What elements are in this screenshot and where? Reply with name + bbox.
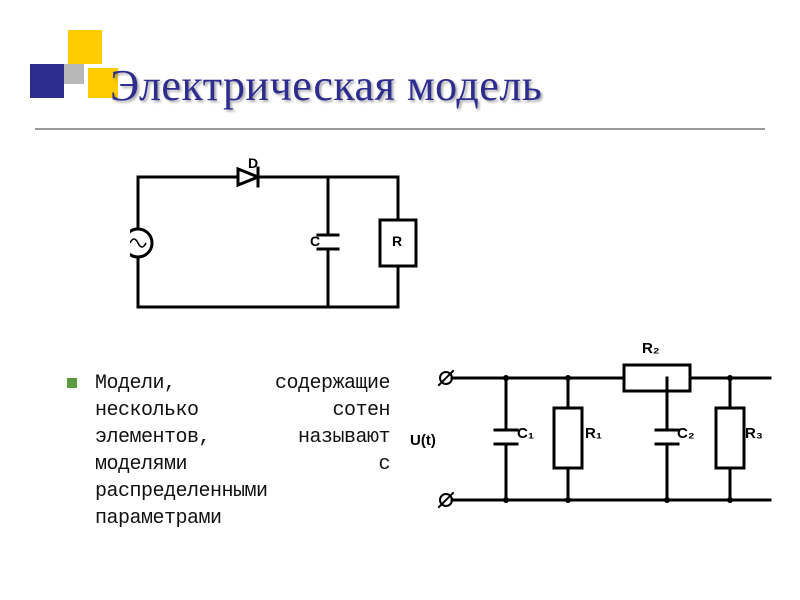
label-d: D (248, 155, 258, 171)
label-c2: C₂ (677, 425, 695, 442)
label-c1: C₁ (517, 425, 534, 442)
circuit-diagram-2: U(t) C₁ R₁ R₂ C₂ R₃ (410, 330, 780, 525)
label-r1: R₁ (585, 425, 602, 442)
label-r3: R₃ (745, 425, 763, 442)
circuit-diagram-1: D C R (130, 155, 418, 325)
label-r2: R₂ (642, 340, 660, 357)
page-title: Электрическая модель (110, 60, 542, 111)
label-r: R (392, 233, 402, 249)
bullet-text: Модели, содержащие несколько сотен элеме… (95, 370, 390, 532)
horizontal-rule (35, 128, 765, 130)
label-c: C (310, 233, 320, 249)
bullet-icon (67, 378, 77, 388)
bullet-item: Модели, содержащие несколько сотен элеме… (95, 370, 390, 532)
label-ut: U(t) (410, 432, 436, 449)
